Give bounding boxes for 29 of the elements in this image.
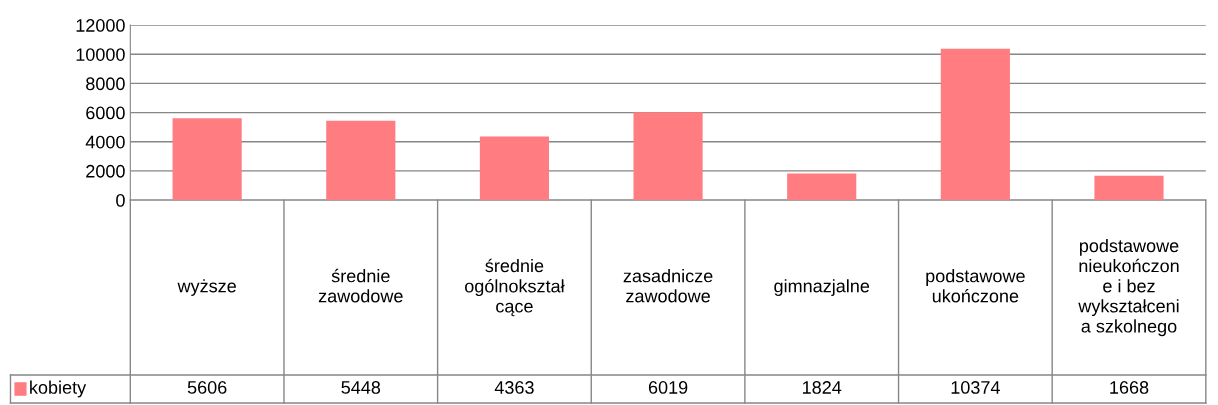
y-tick-label: 12000 bbox=[76, 19, 125, 32]
bar bbox=[787, 173, 857, 201]
x-tick-label: zasadnicze zawodowe bbox=[623, 269, 713, 303]
bar bbox=[172, 118, 242, 201]
y-tick-label: 4000 bbox=[85, 135, 125, 149]
x-tick-label: gimnazjalne bbox=[774, 279, 870, 296]
x-tick-label: średnie zawodowe bbox=[318, 268, 403, 303]
bar bbox=[479, 136, 549, 201]
bar bbox=[1094, 175, 1164, 201]
legend-label: kobiety bbox=[30, 380, 87, 398]
data-label: 10374 bbox=[951, 381, 1000, 394]
bar bbox=[633, 112, 703, 201]
y-tick-label: 2000 bbox=[86, 164, 125, 178]
bar bbox=[326, 120, 396, 201]
y-tick-label: 0 bbox=[116, 194, 125, 207]
data-label: 4363 bbox=[494, 381, 534, 394]
x-tick-label: średnie ogólnokształ cące bbox=[465, 258, 565, 317]
data-label: 5606 bbox=[187, 381, 227, 394]
data-label: 5448 bbox=[341, 381, 381, 394]
data-label: 6019 bbox=[648, 381, 688, 394]
x-tick-label: podstawowe nieukończon e i bez wykształceni a szkolnego bbox=[1078, 238, 1179, 337]
data-label: 1824 bbox=[803, 381, 842, 394]
data-label: 1668 bbox=[1110, 381, 1149, 394]
x-tick-label: podstawowe ukończone bbox=[926, 269, 1025, 303]
y-tick-label: 8000 bbox=[86, 77, 125, 91]
bar bbox=[940, 48, 1010, 201]
x-tick-label: wyższe bbox=[177, 279, 236, 296]
y-tick-label: 6000 bbox=[86, 106, 125, 120]
y-tick-label: 10000 bbox=[76, 48, 125, 61]
